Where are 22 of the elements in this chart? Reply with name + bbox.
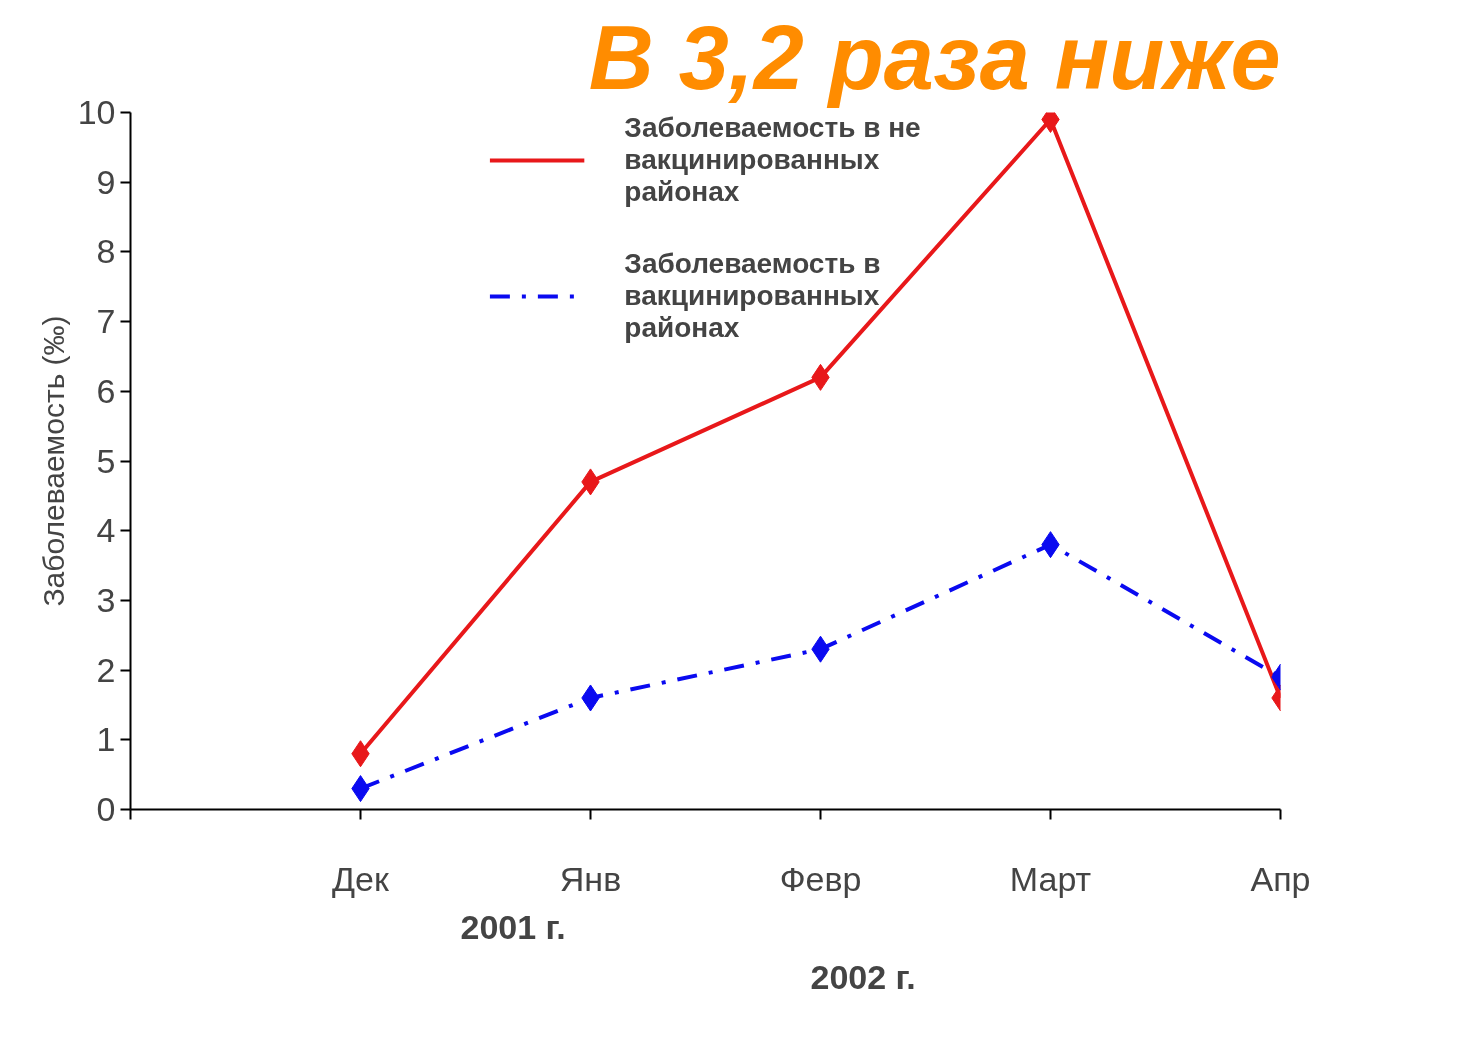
- x-tick-label: Февр: [779, 859, 862, 898]
- y-tick-label: 4: [96, 511, 116, 550]
- y-tick-label: 6: [96, 371, 116, 410]
- y-tick-label: 10: [77, 93, 116, 131]
- y-tick-label: 8: [96, 232, 116, 271]
- text: 2001 г.: [460, 907, 566, 946]
- legend-label: Заболеваемость в не вакцинированных районах: [624, 112, 921, 208]
- x-tick-label: Янв: [559, 859, 622, 898]
- y-tick-label: 2: [96, 650, 116, 689]
- y-axis-title: Заболеваемость (‰): [36, 315, 70, 607]
- text: В 3,2 раза ниже: [588, 7, 1281, 108]
- y-tick-label: 3: [96, 580, 116, 619]
- y-tick-label: 5: [96, 441, 116, 480]
- y-tick-label: 1: [96, 720, 116, 759]
- text: 2002 г.: [810, 957, 916, 996]
- x-tick-label: Апр: [1250, 859, 1311, 898]
- legend-label: Заболеваемость в вакцинированных районах: [624, 248, 881, 344]
- x-tick-label: Март: [1009, 859, 1092, 898]
- y-tick-label: 0: [96, 790, 116, 828]
- y-tick-label: 9: [96, 162, 116, 201]
- y-tick-label: 7: [96, 302, 116, 341]
- x-tick-label: Дек: [332, 859, 391, 898]
